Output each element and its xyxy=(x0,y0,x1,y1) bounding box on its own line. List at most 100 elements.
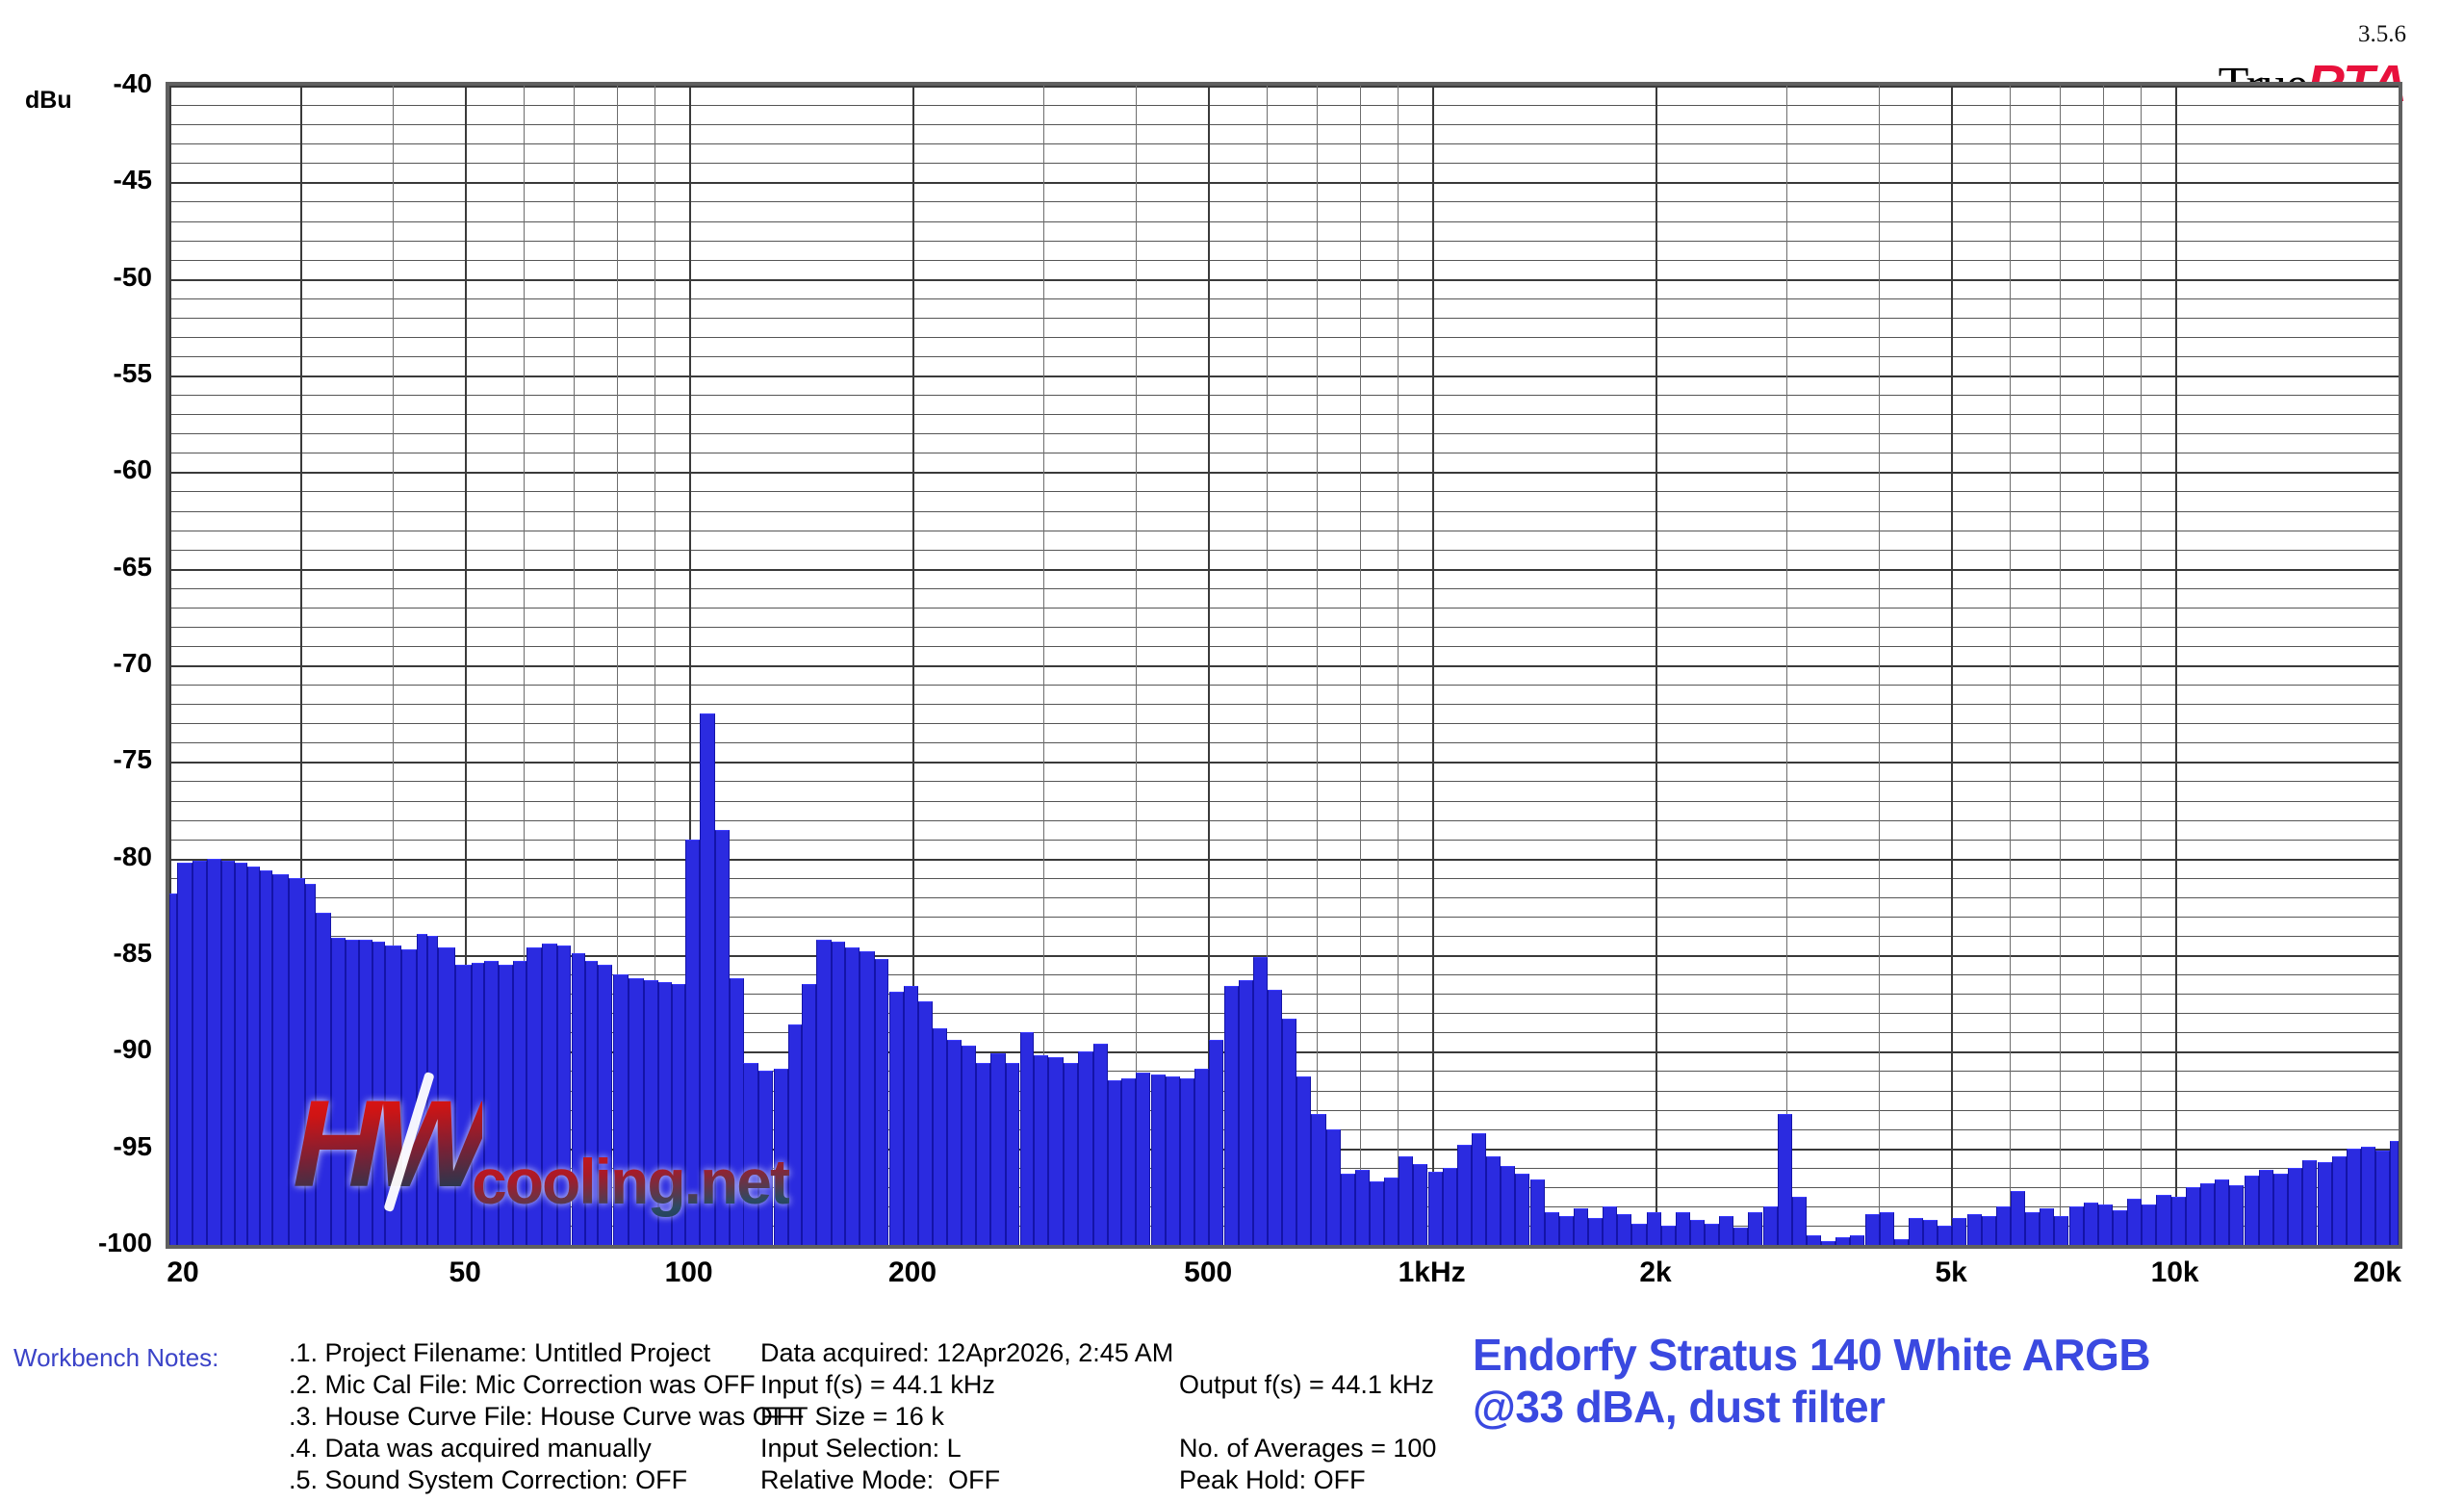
y-axis-unit-label: dBu xyxy=(25,87,72,114)
spectrum-bar xyxy=(1529,1178,1545,1245)
y-axis-tick-label: -50 xyxy=(113,261,152,292)
spectrum-bar xyxy=(1253,957,1269,1245)
x-axis-tick-label: 20 xyxy=(167,1256,199,1288)
spectrum-bar xyxy=(1092,1044,1108,1245)
spectrum-bar xyxy=(499,965,513,1245)
spectrum-bar xyxy=(1588,1217,1604,1245)
spectrum-bar xyxy=(903,986,918,1245)
spectrum-bar xyxy=(1383,1177,1399,1245)
spectrum-bar xyxy=(247,866,261,1245)
gridline-minor-v xyxy=(393,86,395,1245)
spectrum-bar xyxy=(271,873,290,1245)
watermark-layer: HW cooling.net xyxy=(169,86,2399,1245)
spectrum-bar xyxy=(169,893,178,1245)
gridline-minor-h xyxy=(169,916,2399,918)
gridline-minor-h xyxy=(169,510,2399,512)
spectrum-bar xyxy=(1165,1076,1180,1245)
spectrum-bar xyxy=(1369,1180,1384,1245)
spectrum-bar xyxy=(1194,1069,1210,1245)
spectrum-bar xyxy=(643,980,658,1245)
spectrum-bar xyxy=(933,1028,948,1245)
spectrum-bar xyxy=(192,860,208,1245)
spectrum-bar xyxy=(2200,1182,2216,1245)
spectrum-bar xyxy=(584,961,599,1245)
gridline-major-v xyxy=(2174,86,2177,1245)
spectrum-bar xyxy=(860,951,875,1245)
spectrum-bar xyxy=(542,944,557,1245)
spectrum-bar xyxy=(2083,1202,2098,1245)
x-axis-tick-label: 2k xyxy=(1639,1256,1672,1288)
spectrum-bar xyxy=(1777,1113,1792,1245)
gridline-minor-h xyxy=(169,491,2399,493)
gridline-minor-h xyxy=(169,994,2399,996)
gridline-major-v xyxy=(465,86,468,1245)
gridline-minor-h xyxy=(169,220,2399,222)
gridline-minor-h xyxy=(169,549,2399,551)
x-axis-tick-label: 50 xyxy=(449,1256,481,1288)
note-text-middle: Data acquired: 12Apr2026, 2:45 AM xyxy=(760,1338,1174,1367)
spectrum-bar xyxy=(2112,1209,2128,1245)
gridline-minor-h xyxy=(169,626,2399,628)
spectrum-bar xyxy=(2068,1205,2084,1245)
spectrum-bar xyxy=(2288,1167,2303,1245)
spectrum-bar xyxy=(975,1063,991,1245)
spectrum-bar xyxy=(1107,1080,1122,1245)
spectrum-bar xyxy=(1908,1217,1923,1245)
spectrum-bar xyxy=(1791,1196,1807,1245)
spectrum-bar xyxy=(598,965,613,1245)
gridline-minor-h xyxy=(169,645,2399,647)
gridline-minor-h xyxy=(169,414,2399,416)
gridline-minor-h xyxy=(169,240,2399,242)
gridline-minor-v xyxy=(2010,86,2012,1245)
gridline-minor-v xyxy=(574,86,575,1245)
spectrum-bar xyxy=(1005,1063,1020,1245)
gridline-minor-h xyxy=(169,781,2399,783)
gridline-minor-h xyxy=(169,896,2399,898)
gridline-major-v xyxy=(1431,86,1434,1245)
spectrum-bar xyxy=(685,839,701,1245)
spectrum-bar xyxy=(316,912,331,1245)
spectrum-bar xyxy=(1340,1173,1355,1245)
x-axis-tick-label: 500 xyxy=(1184,1256,1233,1288)
spectrum-bar xyxy=(1573,1207,1588,1245)
gridline-minor-v xyxy=(1267,86,1269,1245)
note-text-left: .1. Project Filename: Untitled Project xyxy=(289,1338,711,1367)
gridline-major-v xyxy=(1208,86,1211,1245)
spectrum-bar xyxy=(700,713,715,1245)
spectrum-bar xyxy=(629,978,644,1245)
gridline-minor-h xyxy=(169,201,2399,203)
y-axis-tick-label: -90 xyxy=(113,1034,152,1065)
y-axis-tick-label: -40 xyxy=(113,68,152,98)
x-axis-tick-label: 1kHz xyxy=(1398,1256,1466,1288)
note-text-left: .2. Mic Cal File: Mic Correction was OFF xyxy=(289,1370,756,1399)
spectrum-bar xyxy=(1617,1213,1632,1245)
spectrum-bar xyxy=(1705,1223,1720,1245)
spectrum-bar xyxy=(2258,1169,2273,1245)
spectrum-bar xyxy=(2215,1178,2230,1245)
gridline-major-v xyxy=(1656,86,1657,1245)
gridline-minor-h xyxy=(169,163,2399,165)
spectrum-bar xyxy=(1821,1241,1836,1245)
y-axis-tick-label: -55 xyxy=(113,358,152,388)
spectrum-bar xyxy=(2229,1184,2245,1245)
gridline-major-h xyxy=(169,1245,2399,1247)
gridline-minor-h xyxy=(169,819,2399,821)
spectrum-bar xyxy=(888,992,904,1245)
spectrum-bar xyxy=(714,829,730,1245)
spectrum-bar xyxy=(330,937,346,1245)
gridline-minor-h xyxy=(169,105,2399,107)
spectrum-bar xyxy=(1019,1032,1035,1245)
gridline-major-h xyxy=(169,278,2399,281)
spectrum-bar xyxy=(1456,1144,1472,1245)
hwcooling-watermark: HW cooling.net xyxy=(293,1071,791,1228)
spectrum-bar xyxy=(1413,1163,1428,1245)
workbench-notes-title: Workbench Notes: xyxy=(13,1343,219,1372)
spectrum-bar xyxy=(1938,1225,1953,1245)
spectrum-bar xyxy=(2361,1146,2376,1245)
spectrum-plot-area[interactable]: HW cooling.net xyxy=(166,82,2402,1249)
gridline-minor-h xyxy=(169,1013,2399,1015)
spectrum-bar xyxy=(1850,1235,1865,1245)
spectrum-bar xyxy=(1952,1217,1967,1245)
note-text-right: Peak Hold: OFF xyxy=(1179,1465,1366,1494)
spectrum-bar xyxy=(1268,990,1283,1245)
